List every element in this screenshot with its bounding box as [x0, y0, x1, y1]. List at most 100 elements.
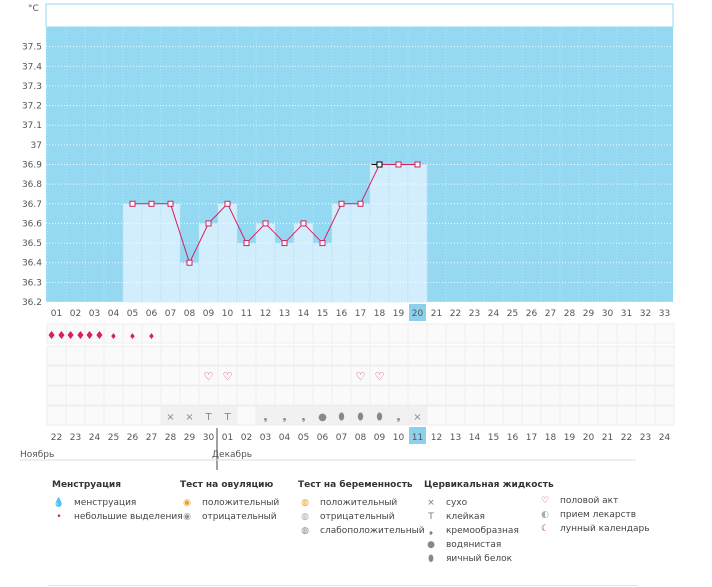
- row-cell: [65, 365, 86, 386]
- cycle-day-label: 13: [279, 309, 290, 319]
- y-tick-label: 36.7: [22, 200, 42, 210]
- row-cell: [369, 323, 390, 344]
- month-label: Декабрь: [212, 450, 252, 460]
- temperature-point: [186, 259, 193, 266]
- row-cell: [654, 345, 675, 366]
- row-cell: [198, 385, 219, 406]
- preg-positive-icon: ◍: [301, 498, 309, 508]
- row-cell: [616, 385, 637, 406]
- row-cell: [274, 345, 295, 366]
- date-label: 30: [203, 433, 215, 443]
- row-cell: [350, 345, 371, 366]
- egg-icon: ⬮: [338, 412, 344, 423]
- row-cell: [616, 405, 637, 426]
- cycle-day-label: 17: [355, 309, 366, 319]
- temperature-bar: [312, 242, 333, 303]
- comma-icon: ❟: [397, 412, 401, 423]
- row-cell: [198, 345, 219, 366]
- cycle-day-label: 07: [165, 309, 176, 319]
- date-label: 17: [526, 433, 537, 443]
- row-cell: [578, 405, 599, 426]
- date-label: 16: [507, 433, 519, 443]
- cycle-day-label: 04: [108, 309, 120, 319]
- drop-double-icon: ♦♦: [47, 329, 67, 342]
- cycle-day-label: 10: [222, 309, 234, 319]
- row-cell: [426, 345, 447, 366]
- row-cell: [464, 365, 485, 386]
- row-cell: [331, 345, 352, 366]
- date-label: 25: [108, 433, 119, 443]
- row-cell: [293, 365, 314, 386]
- cycle-day-label: 25: [507, 309, 518, 319]
- today-highlight: [409, 427, 426, 444]
- temperature-point: [414, 161, 421, 168]
- date-label: 06: [317, 433, 329, 443]
- cycle-day-label: 28: [564, 309, 576, 319]
- cycle-day-label: 18: [374, 309, 386, 319]
- legend-title-pregnancy: Тест на беременность: [298, 480, 413, 490]
- date-label: 18: [545, 433, 557, 443]
- row-cell: [521, 345, 542, 366]
- row-cell: [635, 365, 656, 386]
- legend-item: 💧 менструация: [53, 498, 137, 508]
- date-label: 23: [640, 433, 651, 443]
- drop-small-icon: ♦: [148, 332, 155, 341]
- row-cell: [464, 385, 485, 406]
- y-tick-label: 36.2: [22, 298, 42, 308]
- row-cell: [483, 385, 504, 406]
- row-cell: [122, 345, 143, 366]
- row-cell: [445, 345, 466, 366]
- row-cell: [179, 365, 200, 386]
- row-cell: [597, 323, 618, 344]
- egg-icon: ⬮: [376, 412, 382, 423]
- date-label: 03: [260, 433, 271, 443]
- row-cell: [103, 345, 124, 366]
- y-tick-label: 37.4: [22, 62, 42, 72]
- heart-icon: ♡: [204, 370, 214, 383]
- legend-title-ovulation: Тест на овуляцию: [180, 480, 274, 490]
- current-day-highlight: [409, 304, 426, 321]
- legend-item: ◍ положительный: [298, 496, 425, 510]
- legend-item: × сухо: [424, 496, 554, 510]
- cycle-day-label: 24: [488, 309, 500, 319]
- row-cell: [445, 405, 466, 426]
- row-cell: [578, 323, 599, 344]
- drop-double-icon: ♦♦: [85, 329, 105, 342]
- row-cell: [141, 365, 162, 386]
- temperature-point: [357, 200, 364, 207]
- cycle-day-label: 08: [184, 309, 196, 319]
- row-cell: [654, 405, 675, 426]
- legend-item: • небольшие выделения: [52, 510, 182, 524]
- y-tick-label: 36.3: [22, 278, 42, 288]
- date-label: 11: [412, 433, 423, 443]
- heart-icon: ♡: [223, 370, 233, 383]
- cycle-day-label: 19: [393, 309, 405, 319]
- cycle-day-label: 15: [317, 309, 328, 319]
- temperature-bar: [236, 242, 257, 303]
- comma-icon: ❟: [302, 412, 306, 423]
- row-cell: [84, 405, 105, 426]
- row-cell: [445, 323, 466, 344]
- temperature-bar: [141, 203, 162, 303]
- cycle-day-label: 06: [146, 309, 158, 319]
- row-cell: [426, 323, 447, 344]
- temperature-point: [395, 161, 402, 168]
- row-cell: [331, 385, 352, 406]
- y-tick-label: 36.5: [22, 239, 42, 249]
- row-cell: [274, 385, 295, 406]
- comma-icon: ❟: [283, 412, 287, 423]
- test-negative-icon: ◉: [183, 512, 191, 522]
- cycle-day-label: 14: [298, 309, 310, 319]
- row-cell: [274, 365, 295, 386]
- row-cell: [407, 323, 428, 344]
- preg-negative-icon: ◍: [301, 512, 309, 522]
- row-cell: [236, 385, 257, 406]
- drop-small-icon: ♦: [110, 332, 117, 341]
- date-label: 08: [355, 433, 367, 443]
- row-cell: [540, 385, 561, 406]
- legend-title-cervical: Цервикальная жидкость: [424, 480, 554, 490]
- y-tick-label: 36.6: [22, 219, 42, 229]
- cross-icon: ×: [427, 498, 435, 508]
